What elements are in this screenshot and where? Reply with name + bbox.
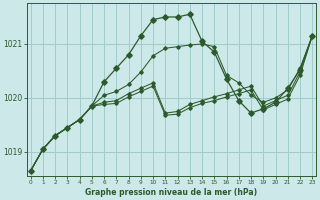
X-axis label: Graphe pression niveau de la mer (hPa): Graphe pression niveau de la mer (hPa) bbox=[85, 188, 258, 197]
